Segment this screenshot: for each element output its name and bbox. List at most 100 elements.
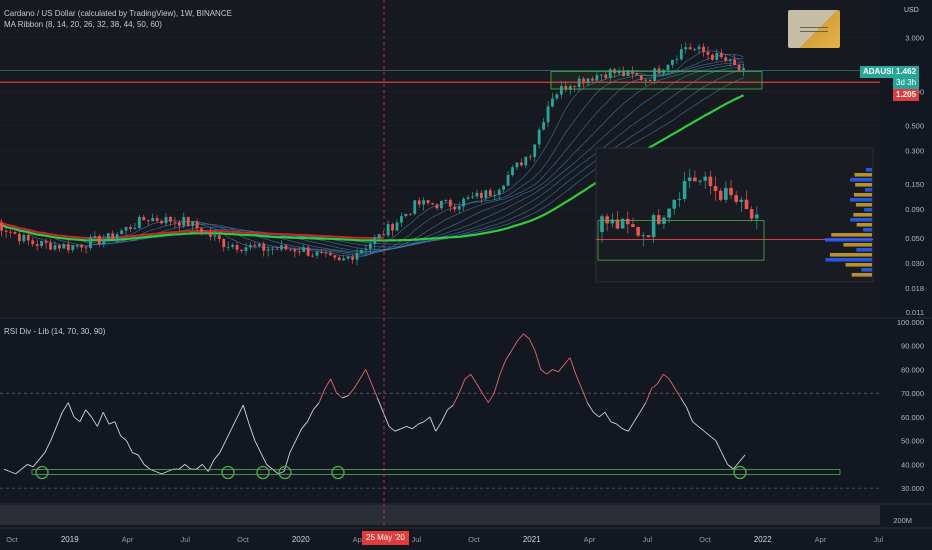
time-tick-label: 2022	[754, 535, 772, 544]
rsi-line-segment	[482, 392, 489, 403]
ma-ribbon-label[interactable]: MA Ribbon (8, 14, 20, 26, 32, 38, 44, 50…	[4, 20, 162, 29]
volume-profile-bar	[831, 233, 872, 237]
rsi-line-segment	[557, 364, 565, 373]
rsi-line-segment	[236, 404, 244, 418]
candle-body	[186, 216, 190, 227]
candle-body	[249, 245, 252, 248]
rsi-line-segment	[266, 464, 273, 470]
rsi-line-segment	[587, 402, 594, 413]
candle-body	[457, 206, 461, 210]
rsi-line-segment	[721, 452, 728, 465]
candle-body	[573, 86, 577, 88]
candle-body	[62, 244, 66, 249]
ma-line-26	[0, 62, 744, 253]
rsi-line-segment	[132, 452, 139, 456]
time-axis[interactable]: Oct 2019 Apr Jul Oct 2020 Apr Jul Oct 2021 Apr Jul O…	[6, 535, 883, 544]
candle-body	[400, 216, 403, 223]
inset-candle-body	[734, 195, 738, 202]
candle-body	[328, 253, 332, 256]
rsi-line-segment	[371, 383, 378, 399]
candle-body	[213, 235, 217, 237]
candle-body	[422, 200, 426, 205]
candle-body	[315, 252, 319, 256]
rsi-line-segment	[9, 471, 16, 475]
candle-body	[368, 243, 372, 249]
rsi-line-segment	[698, 426, 705, 432]
rsi-line-segment	[306, 409, 314, 422]
price-tick-label: 3.000	[905, 34, 924, 43]
volume-axis: 200M	[893, 516, 912, 525]
ma-line-20	[0, 58, 744, 254]
time-tick-label: Oct	[237, 535, 250, 544]
rsi-line-segment	[27, 463, 34, 468]
candle-body	[608, 69, 612, 78]
rsi-line-segment	[651, 383, 658, 389]
rsi-tick-label: 80.000	[901, 365, 924, 374]
inset-candle-body	[724, 187, 728, 200]
inset-candle-body	[682, 181, 687, 199]
rsi-legend[interactable]: RSI Div - Lib (14, 70, 30, 90)	[4, 326, 105, 337]
inset-candle-body	[615, 219, 620, 229]
rsi-bounce-marker	[221, 465, 235, 480]
rsi-line-segment	[633, 411, 641, 422]
rsi-line-segment	[137, 454, 145, 465]
candle-body	[124, 226, 128, 231]
inset-candle-body	[708, 176, 713, 187]
candle-body	[120, 230, 123, 235]
rsi-line-segment	[692, 421, 699, 427]
rsi-line-segment	[330, 378, 337, 394]
time-tick-label: Jul	[873, 535, 883, 544]
candle-body	[333, 255, 337, 258]
inset-candle-body	[687, 177, 692, 182]
candle-body	[471, 196, 474, 198]
rsi-tick-label: 60.000	[901, 413, 924, 422]
symbol-title[interactable]: Cardano / US Dollar (calculated by Tradi…	[4, 9, 232, 18]
candle-body	[257, 243, 261, 247]
rsi-line-segment	[73, 416, 81, 423]
candle-body	[89, 237, 92, 248]
price-tick-label: 0.500	[905, 121, 924, 130]
rsi-line-segment	[377, 397, 384, 413]
rsi-line-segment	[470, 373, 477, 384]
rsi-axis[interactable]: 100.000 90.000 80.000 70.000 60.000 50.000 40.…	[897, 318, 924, 493]
rsi-line-segment	[301, 421, 308, 430]
candle-body	[431, 203, 434, 205]
candle-body	[733, 59, 737, 66]
volume-profile-bar	[856, 223, 872, 227]
volume-profile-bar	[856, 248, 872, 252]
rsi-line-segment	[674, 388, 682, 399]
candle-body	[22, 235, 26, 242]
price-lines	[0, 69, 880, 90]
time-tick-label: Jul	[411, 535, 421, 544]
candle-body	[137, 216, 141, 228]
candle-body	[266, 249, 270, 251]
rsi-line-segment	[447, 404, 454, 411]
time-tick-label: Apr	[815, 535, 827, 544]
support-zone	[550, 71, 763, 90]
candle-body	[320, 252, 323, 253]
rsi-line-segment	[476, 383, 483, 394]
candle-body	[115, 234, 119, 240]
candle-body	[493, 194, 497, 196]
candle-body	[35, 244, 39, 246]
rsi-line-segment	[225, 428, 232, 441]
rsi-line-segment	[458, 378, 466, 394]
inset-candle-body	[718, 190, 723, 200]
inset-candle-body	[610, 219, 615, 224]
rsi-line-segment	[15, 468, 22, 475]
rsi-line-segment	[61, 402, 69, 413]
candle-body	[528, 156, 532, 158]
inset-candle-body	[755, 214, 759, 219]
candle-body	[44, 241, 48, 243]
rsi-label[interactable]: RSI Div - Lib (14, 70, 30, 90)	[4, 327, 106, 336]
volume-profile-bar	[854, 173, 872, 177]
candle-body	[728, 59, 732, 61]
candle-body	[284, 245, 288, 250]
candle-body	[697, 46, 701, 50]
chart-legend: Cardano / US Dollar (calculated by Tradi…	[4, 8, 232, 30]
rsi-line-segment	[604, 411, 612, 422]
candle-body	[511, 167, 514, 176]
rsi-line-segment	[32, 459, 40, 468]
price-tick-label: 0.150	[905, 180, 924, 189]
